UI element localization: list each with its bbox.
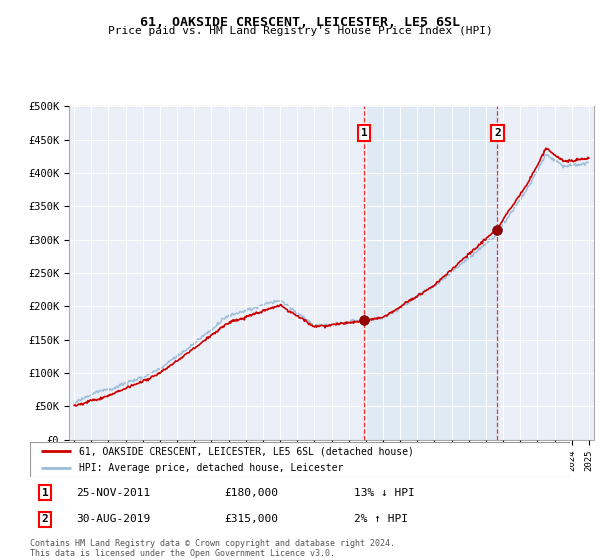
Text: 1: 1 [42,488,49,498]
Text: Contains HM Land Registry data © Crown copyright and database right 2024.
This d: Contains HM Land Registry data © Crown c… [30,539,395,558]
Text: 61, OAKSIDE CRESCENT, LEICESTER, LE5 6SL (detached house): 61, OAKSIDE CRESCENT, LEICESTER, LE5 6SL… [79,446,413,456]
Text: 13% ↓ HPI: 13% ↓ HPI [354,488,415,498]
Text: 2% ↑ HPI: 2% ↑ HPI [354,514,408,524]
FancyBboxPatch shape [30,442,570,477]
Text: 25-NOV-2011: 25-NOV-2011 [76,488,150,498]
Text: 1: 1 [361,128,367,138]
Text: 30-AUG-2019: 30-AUG-2019 [76,514,150,524]
Text: £180,000: £180,000 [224,488,278,498]
Text: 2: 2 [494,128,501,138]
Text: £315,000: £315,000 [224,514,278,524]
Text: HPI: Average price, detached house, Leicester: HPI: Average price, detached house, Leic… [79,464,343,473]
Text: 2: 2 [42,514,49,524]
Text: 61, OAKSIDE CRESCENT, LEICESTER, LE5 6SL: 61, OAKSIDE CRESCENT, LEICESTER, LE5 6SL [140,16,460,29]
Text: Price paid vs. HM Land Registry's House Price Index (HPI): Price paid vs. HM Land Registry's House … [107,26,493,36]
